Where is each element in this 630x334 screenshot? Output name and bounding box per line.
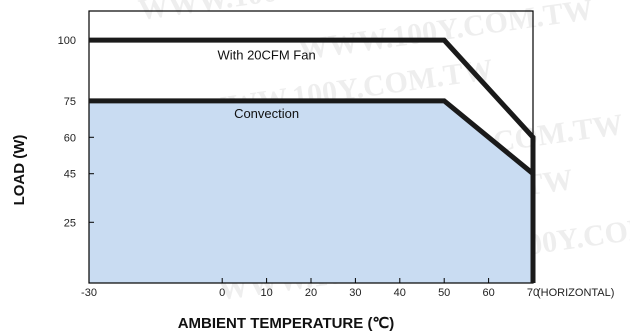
y-axis-title: LOAD (W): [11, 135, 28, 206]
y-tick-label: 75: [64, 96, 76, 108]
x-tick-label: 60: [482, 287, 494, 299]
watermark-text: WWW.100Y.COM.TW: [296, 0, 595, 67]
x-tick-label: -30: [81, 287, 97, 299]
series-area-1: [89, 100, 533, 283]
fill-layer: [89, 100, 533, 283]
y-tick-label: 45: [64, 169, 76, 181]
x-axis-unit-note: (HORIZONTAL): [537, 287, 614, 299]
x-tick-label: 20: [305, 287, 317, 299]
x-axis-title: AMBIENT TEMPERATURE (℃): [178, 315, 395, 332]
series-layer: [89, 37, 536, 283]
label-layer: With 20CFM Fan Convection: [217, 48, 315, 121]
y-tick-label: 60: [64, 132, 76, 144]
y-tick-label: 100: [58, 35, 76, 47]
series-line-1: [89, 98, 536, 283]
tick-layer: -30 0 10 20 30 40 50 60 70 25 45 60 75 100: [58, 35, 539, 299]
series-label-1: Convection: [234, 106, 299, 121]
series-label-0: With 20CFM Fan: [217, 48, 315, 63]
x-tick-label: 40: [394, 287, 406, 299]
x-tick-label: 50: [438, 287, 450, 299]
x-tick-label: 70: [527, 287, 539, 299]
x-tick-label: 10: [260, 287, 272, 299]
y-tick-label: 25: [64, 217, 76, 229]
x-tick-label: 0: [219, 287, 225, 299]
x-tick-label: 30: [349, 287, 361, 299]
